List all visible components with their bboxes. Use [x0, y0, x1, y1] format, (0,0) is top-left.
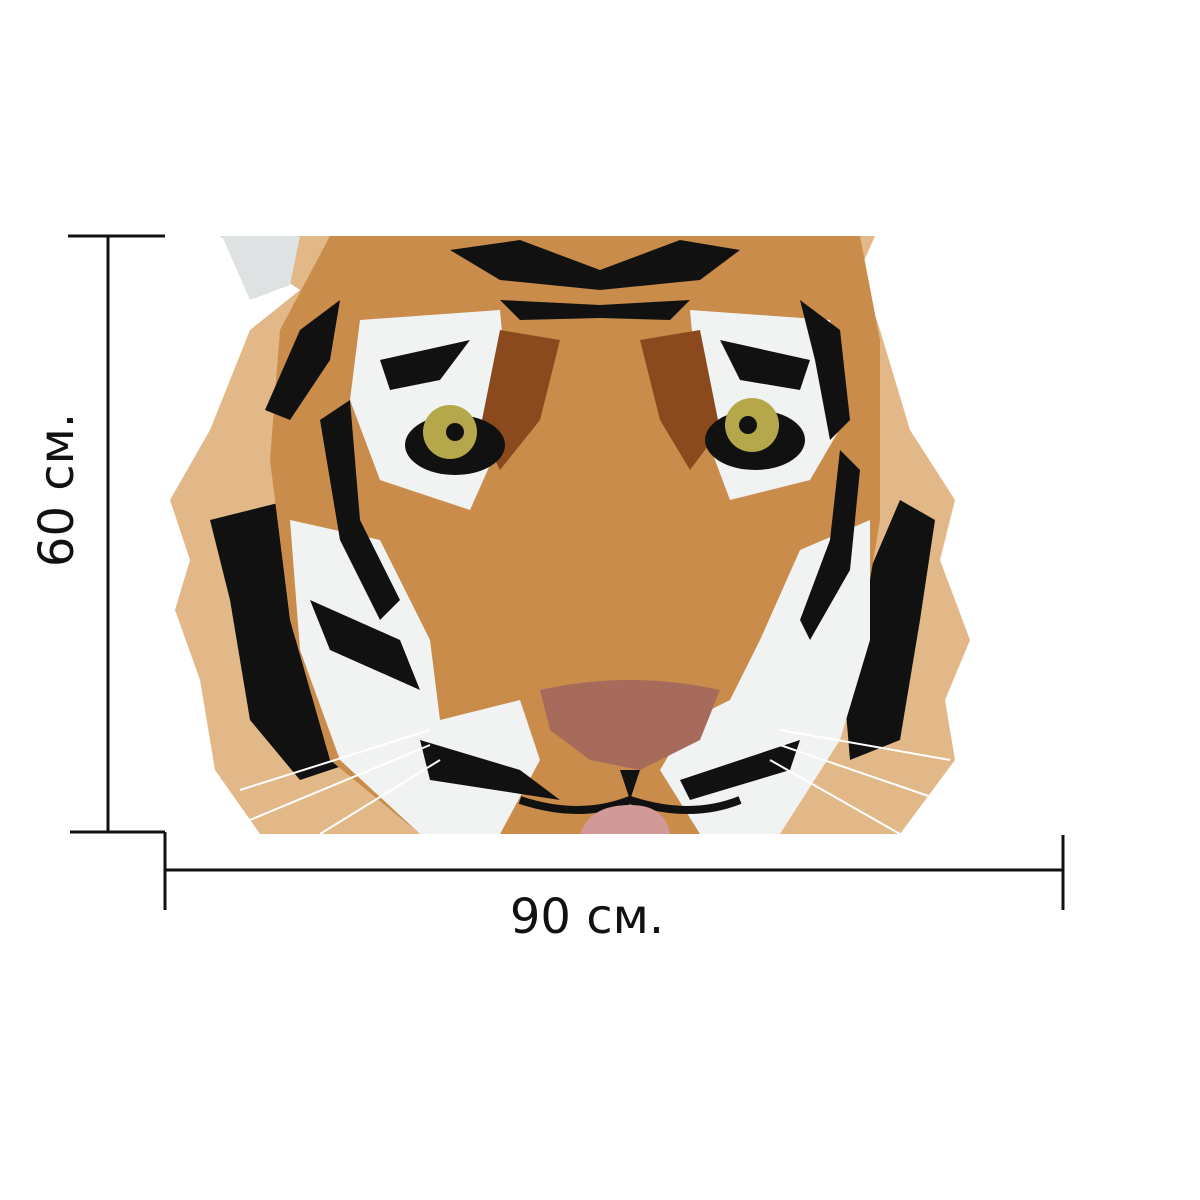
height-dimension: 60 см. — [29, 234, 165, 834]
forehead-stripe — [450, 240, 740, 290]
right-pupil — [739, 416, 757, 434]
height-label: 60 см. — [29, 413, 85, 567]
tiger-illustration — [170, 236, 970, 834]
mouth — [518, 795, 742, 814]
ear — [222, 236, 300, 300]
side-stripe — [800, 450, 860, 640]
cheek-stripe — [680, 740, 800, 800]
width-label: 90 см. — [510, 889, 664, 945]
tongue — [580, 805, 670, 834]
width-dimension: 90 см. — [163, 832, 1065, 945]
side-stripe — [265, 300, 340, 420]
side-stripe — [800, 300, 850, 440]
brow-stripe — [380, 340, 470, 390]
nose-bridge-shade — [640, 330, 720, 470]
forehead-stripe — [500, 300, 690, 320]
cheek-stripe — [420, 740, 560, 800]
mouth-line — [620, 770, 640, 800]
side-stripe — [320, 400, 400, 620]
nose — [540, 680, 720, 770]
brow-stripe — [720, 340, 810, 390]
left-pupil — [446, 423, 464, 441]
dark-fur-right — [840, 500, 935, 760]
cheek-stripe — [310, 600, 420, 690]
whiskers — [239, 729, 951, 834]
